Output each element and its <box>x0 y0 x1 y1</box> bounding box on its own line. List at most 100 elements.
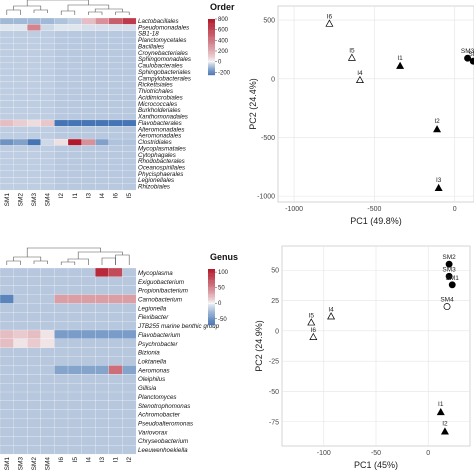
heatmap-cell-psychrobacter-i1 <box>108 338 123 348</box>
dendrogram-branch <box>115 254 130 265</box>
heatmap-cell-oleiphilus-i5 <box>67 374 82 384</box>
heatmap-cell-flavobacterium-i5 <box>67 329 82 340</box>
heatmap-cell-flavobacterales-i4 <box>95 119 110 127</box>
heatmap-cell-variovorax-i3 <box>95 427 110 437</box>
heatmap-cell-flavobacterium-i6 <box>54 329 69 340</box>
heatmap-cell-xanthomonadales-i6 <box>108 113 123 121</box>
heatmap-cell-exiguobacterium-sm1 <box>0 276 14 286</box>
heatmap-cell-achromobacter-i2 <box>122 409 137 419</box>
heatmap-cell-xanthomonadales-i1 <box>67 113 82 121</box>
heatmap-cell-gillisia-i2 <box>122 383 137 393</box>
heatmap-cell-rickettsiales-i2 <box>54 81 69 89</box>
heatmap-cell-lactobacillales-i6 <box>108 17 123 25</box>
legend-color-step <box>208 322 215 324</box>
column-label-sm4: SM4 <box>45 193 52 207</box>
heatmap-cell-propionibacterium-sm2 <box>27 285 42 295</box>
heatmap-cell-bacillales-sm3 <box>27 43 42 51</box>
heatmap-cell-clostridiales-sm4 <box>40 138 55 146</box>
heatmap-cell-loktanella-sm2 <box>27 356 42 366</box>
legend-color-step <box>208 44 215 46</box>
heatmap-cell-flavobacterales-sm1 <box>0 119 14 127</box>
legend-color-step <box>208 31 215 34</box>
point-i4 <box>327 312 336 320</box>
heatmap-cell-achromobacter-i6 <box>54 409 69 419</box>
heatmap-cell-gillisia-i3 <box>95 383 110 393</box>
legend-color-step <box>208 273 215 275</box>
heatmap-cell-sphingomonadales-i3 <box>81 56 96 63</box>
point-i6 <box>325 19 334 27</box>
row-label-micrococcales: Micrococcales <box>138 101 177 108</box>
heatmap-cell-exiguobacterium-i4 <box>81 276 96 286</box>
heatmap-cell-mycoplasmatales-sm1 <box>0 145 14 153</box>
legend-color-step <box>208 274 215 277</box>
point-label-sm3: SM3 <box>461 48 474 55</box>
heatmap-cell-phycisphaerales-sm3 <box>27 170 42 178</box>
heatmap-cell-flavobacterales-sm3 <box>27 119 42 127</box>
legend-color-step <box>208 49 215 52</box>
heatmap-cell-mycoplasmatales-i4 <box>95 145 110 153</box>
heatmap-cell-variovorax-i1 <box>108 427 123 437</box>
point-label-sm3: SM3 <box>442 266 456 273</box>
heatmap-cell-aeromonas-i2 <box>122 365 137 375</box>
row-label-variovorax: Variovorax <box>138 429 168 436</box>
heatmap-cell-chryseobacterium-i5 <box>67 436 82 446</box>
heatmap-cell-stenotrophomonas-i6 <box>54 400 69 410</box>
order-pca-grid <box>278 6 474 202</box>
heatmap-cell-sphingobacteriales-sm2 <box>13 68 28 76</box>
point-sm1 <box>448 281 456 289</box>
heatmap-cell-oleiphilus-i1 <box>108 374 123 384</box>
heatmap-cell-sphingobacteriales-i1 <box>67 68 82 76</box>
row-label-sphingomonadales: Sphingomonadales <box>138 56 191 63</box>
legend-color-step <box>208 291 215 293</box>
heatmap-cell-propionibacterium-sm4 <box>40 285 55 295</box>
row-label-sb1-18: SB1-18 <box>138 31 159 38</box>
heatmap-cell-jtb255-marine-benthic-group-sm4 <box>40 321 55 331</box>
heatmap-cell-caulobacterales-i4 <box>95 62 110 70</box>
heatmap-cell-carnobacterium-i1 <box>108 294 123 304</box>
heatmap-cell-mycoplasmatales-i2 <box>54 145 69 153</box>
order-pca-xlabel: PC1 (49.8%) <box>350 216 402 226</box>
dendrogram-branch <box>26 247 101 257</box>
column-label-i3: I3 <box>99 457 106 463</box>
heatmap-cell-xanthomonadales-sm1 <box>0 113 14 121</box>
legend-color-step <box>208 45 215 48</box>
legend-color-step <box>208 70 215 73</box>
heatmap-cell-oleiphilus-sm2 <box>27 374 42 384</box>
heatmap-cell-gillisia-sm2 <box>27 383 42 393</box>
legend-color-step <box>208 295 215 298</box>
heatmap-cell-sphingobacteriales-i2 <box>54 68 69 76</box>
heatmap-cell-exiguobacterium-i1 <box>108 276 123 286</box>
heatmap-cell-mycoplasmatales-sm2 <box>13 145 28 153</box>
heatmap-cell-acidimicrobiales-i3 <box>81 94 96 102</box>
legend-color-step <box>208 284 215 286</box>
legend-color-step <box>208 301 215 303</box>
legend-color-step <box>208 19 215 21</box>
column-label-sm1: SM1 <box>4 457 11 471</box>
genus-row-labels: Mycoplasma Exiguobacterium Propionibacteri… <box>137 270 220 454</box>
legend-color-step <box>208 24 215 27</box>
heatmap-cell-caulobacterales-sm1 <box>0 62 14 70</box>
row-label-campylobacterales: Campylobacterales <box>138 75 191 82</box>
heatmap-cell-micrococcales-i3 <box>81 100 96 108</box>
dendrogram-branch <box>33 260 48 264</box>
heatmap-cell-bacillales-sm2 <box>13 43 28 51</box>
row-label-acidimicrobiales: Acidimicrobiales <box>137 94 183 101</box>
heatmap-cell-pseudomonadales-sm1 <box>0 24 14 31</box>
dendrogram-branch <box>115 11 130 15</box>
heatmap-cell-caulobacterales-i1 <box>67 62 82 70</box>
heatmap-cell-jtb255-marine-benthic-group-i4 <box>81 321 96 331</box>
column-label-sm3: SM3 <box>17 457 24 471</box>
y-tick-label: -25 <box>269 359 279 366</box>
heatmap-cell-legionellales-sm3 <box>27 177 42 184</box>
heatmap-cell-rhizobiales-sm4 <box>40 183 55 191</box>
heatmap-cell-variovorax-sm1 <box>0 427 14 437</box>
heatmap-cell-burkholderiales-i5 <box>122 107 137 114</box>
heatmap-cell-leeuwenhoekiella-sm3 <box>13 445 28 455</box>
row-label-stenotrophomonas: Stenotrophomonas <box>138 403 190 410</box>
heatmap-cell-flexibacter-i2 <box>122 312 137 322</box>
point-label-i4: I4 <box>328 306 334 313</box>
legend-color-step <box>208 41 215 43</box>
heatmap-cell-aeromonadales-sm2 <box>13 132 28 140</box>
heatmap-cell-sb1-18-i1 <box>67 30 82 38</box>
heatmap-cell-acidimicrobiales-i1 <box>67 94 82 102</box>
